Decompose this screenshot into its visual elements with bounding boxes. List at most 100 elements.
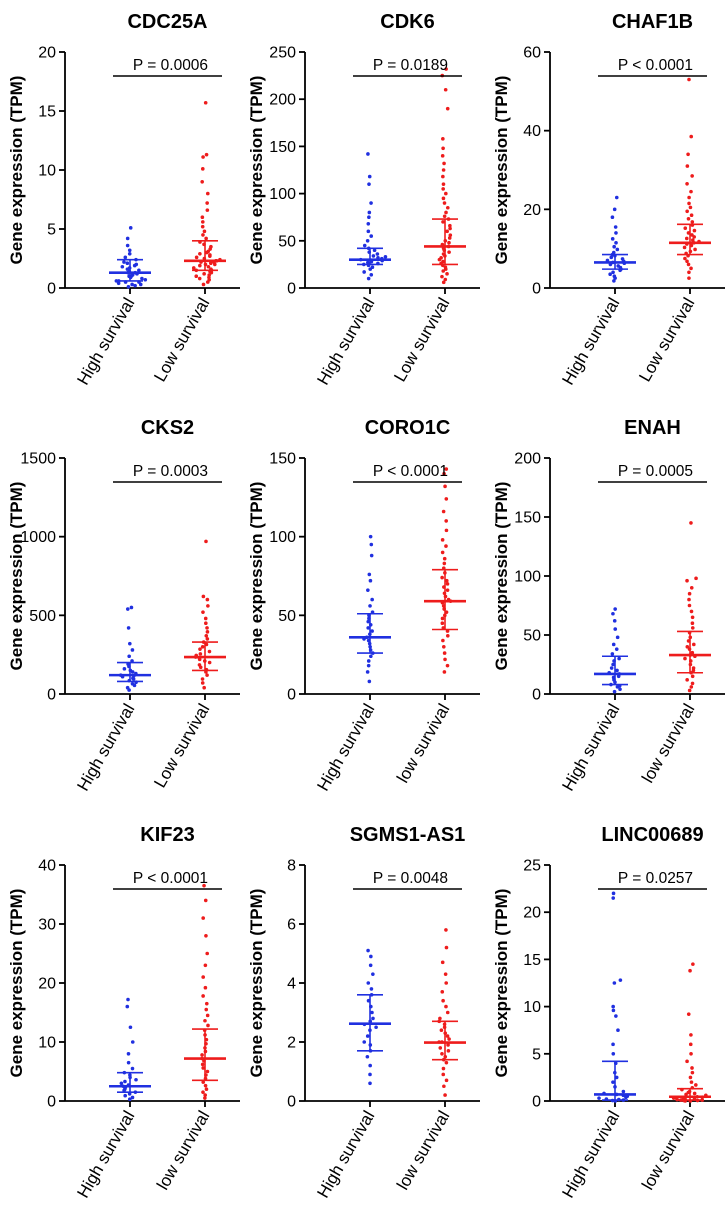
data-point [201, 610, 205, 614]
data-point [201, 1090, 205, 1094]
p-value-label: P = 0.0257 [618, 870, 693, 887]
data-point [690, 238, 695, 242]
data-point [688, 968, 692, 973]
data-point [441, 998, 445, 1003]
data-point [122, 260, 126, 264]
data-point [371, 972, 375, 976]
data-point [614, 647, 619, 651]
data-point [207, 649, 212, 654]
data-point [204, 152, 209, 157]
data-point [683, 256, 687, 261]
data-point [611, 1080, 615, 1084]
data-point [440, 550, 445, 555]
data-point [611, 896, 616, 900]
data-point [191, 266, 196, 270]
data-point [439, 1028, 444, 1032]
data-point [694, 1083, 698, 1087]
data-point [200, 224, 205, 229]
data-point [687, 597, 691, 602]
data-point [441, 168, 446, 172]
data-point [368, 534, 373, 539]
data-point [445, 106, 450, 111]
data-point [610, 237, 615, 241]
data-point [205, 637, 210, 641]
data-point [369, 234, 374, 238]
data-point [615, 247, 620, 252]
data-point [444, 1060, 449, 1065]
data-point [442, 201, 447, 205]
data-point [143, 277, 148, 282]
data-point [202, 272, 206, 276]
data-point [133, 283, 137, 288]
data-point [368, 604, 372, 608]
data-point [612, 207, 617, 212]
data-point [444, 928, 448, 932]
data-point [613, 225, 618, 229]
panel-cks2: CKS2 Gene expression (TPM) 0 500 1000 1500 Hig… [7, 417, 240, 794]
y-tick-label: 50 [278, 233, 296, 250]
data-point [201, 994, 205, 998]
data-point [114, 279, 119, 283]
data-point [693, 247, 697, 252]
data-point [369, 987, 374, 991]
data-point [200, 220, 205, 224]
data-point [442, 556, 447, 561]
data-point [444, 497, 449, 501]
data-point [203, 898, 208, 903]
y-tick-label: 150 [269, 139, 296, 156]
chart-title: LINC00689 [601, 824, 703, 846]
data-point [441, 645, 446, 649]
data-point [207, 660, 212, 665]
y-tick-label: 60 [523, 45, 541, 62]
y-axis-label: Gene expression (TPM) [7, 76, 26, 265]
data-point [446, 1049, 451, 1053]
data-point [443, 484, 447, 489]
data-point [371, 254, 376, 258]
data-point [130, 1095, 135, 1100]
data-point [206, 1023, 210, 1028]
data-point [616, 264, 621, 268]
data-point [690, 650, 695, 655]
data-point [197, 276, 202, 281]
data-point [442, 161, 446, 166]
data-point [442, 1084, 446, 1089]
y-tick-label: 250 [269, 45, 296, 62]
data-point [441, 269, 446, 273]
data-point [209, 244, 213, 249]
data-point [367, 210, 372, 215]
y-tick-label: 50 [278, 608, 296, 625]
data-point [368, 963, 373, 968]
chart-title: KIF23 [140, 824, 194, 846]
y-tick-label: 1000 [20, 529, 56, 546]
data-point [203, 100, 208, 105]
data-point [610, 652, 615, 656]
x-category-label: High survival [558, 1108, 623, 1202]
data-point [438, 1046, 443, 1050]
data-point [367, 174, 372, 179]
data-point [689, 1052, 693, 1056]
data-point [688, 205, 693, 210]
panel-enah: ENAH Gene expression (TPM) 0 50 100 150 200 Hig… [492, 417, 725, 794]
data-point [130, 1040, 135, 1044]
data-point [204, 236, 208, 241]
x-category-label: Low survival [390, 295, 453, 386]
data-point [621, 1089, 626, 1094]
p-value-label: P < 0.0001 [373, 463, 448, 480]
p-value-label: P = 0.0003 [133, 463, 208, 480]
data-point [597, 1096, 601, 1100]
data-point [690, 674, 695, 679]
data-point [444, 210, 448, 215]
panel-chaf1b: CHAF1B Gene expression (TPM) 0 20 40 60 High s… [492, 11, 725, 388]
data-point [374, 1025, 378, 1030]
x-category-label: low survival [393, 701, 453, 787]
y-tick-label: 500 [29, 608, 56, 625]
data-point [608, 272, 612, 277]
data-point [612, 619, 617, 623]
data-point [448, 223, 452, 228]
data-point [198, 251, 202, 256]
data-point [440, 1052, 444, 1056]
data-point [611, 270, 615, 275]
y-tick-label: 4 [287, 976, 296, 993]
data-point [367, 572, 372, 577]
y-axis-label: Gene expression (TPM) [492, 482, 511, 671]
